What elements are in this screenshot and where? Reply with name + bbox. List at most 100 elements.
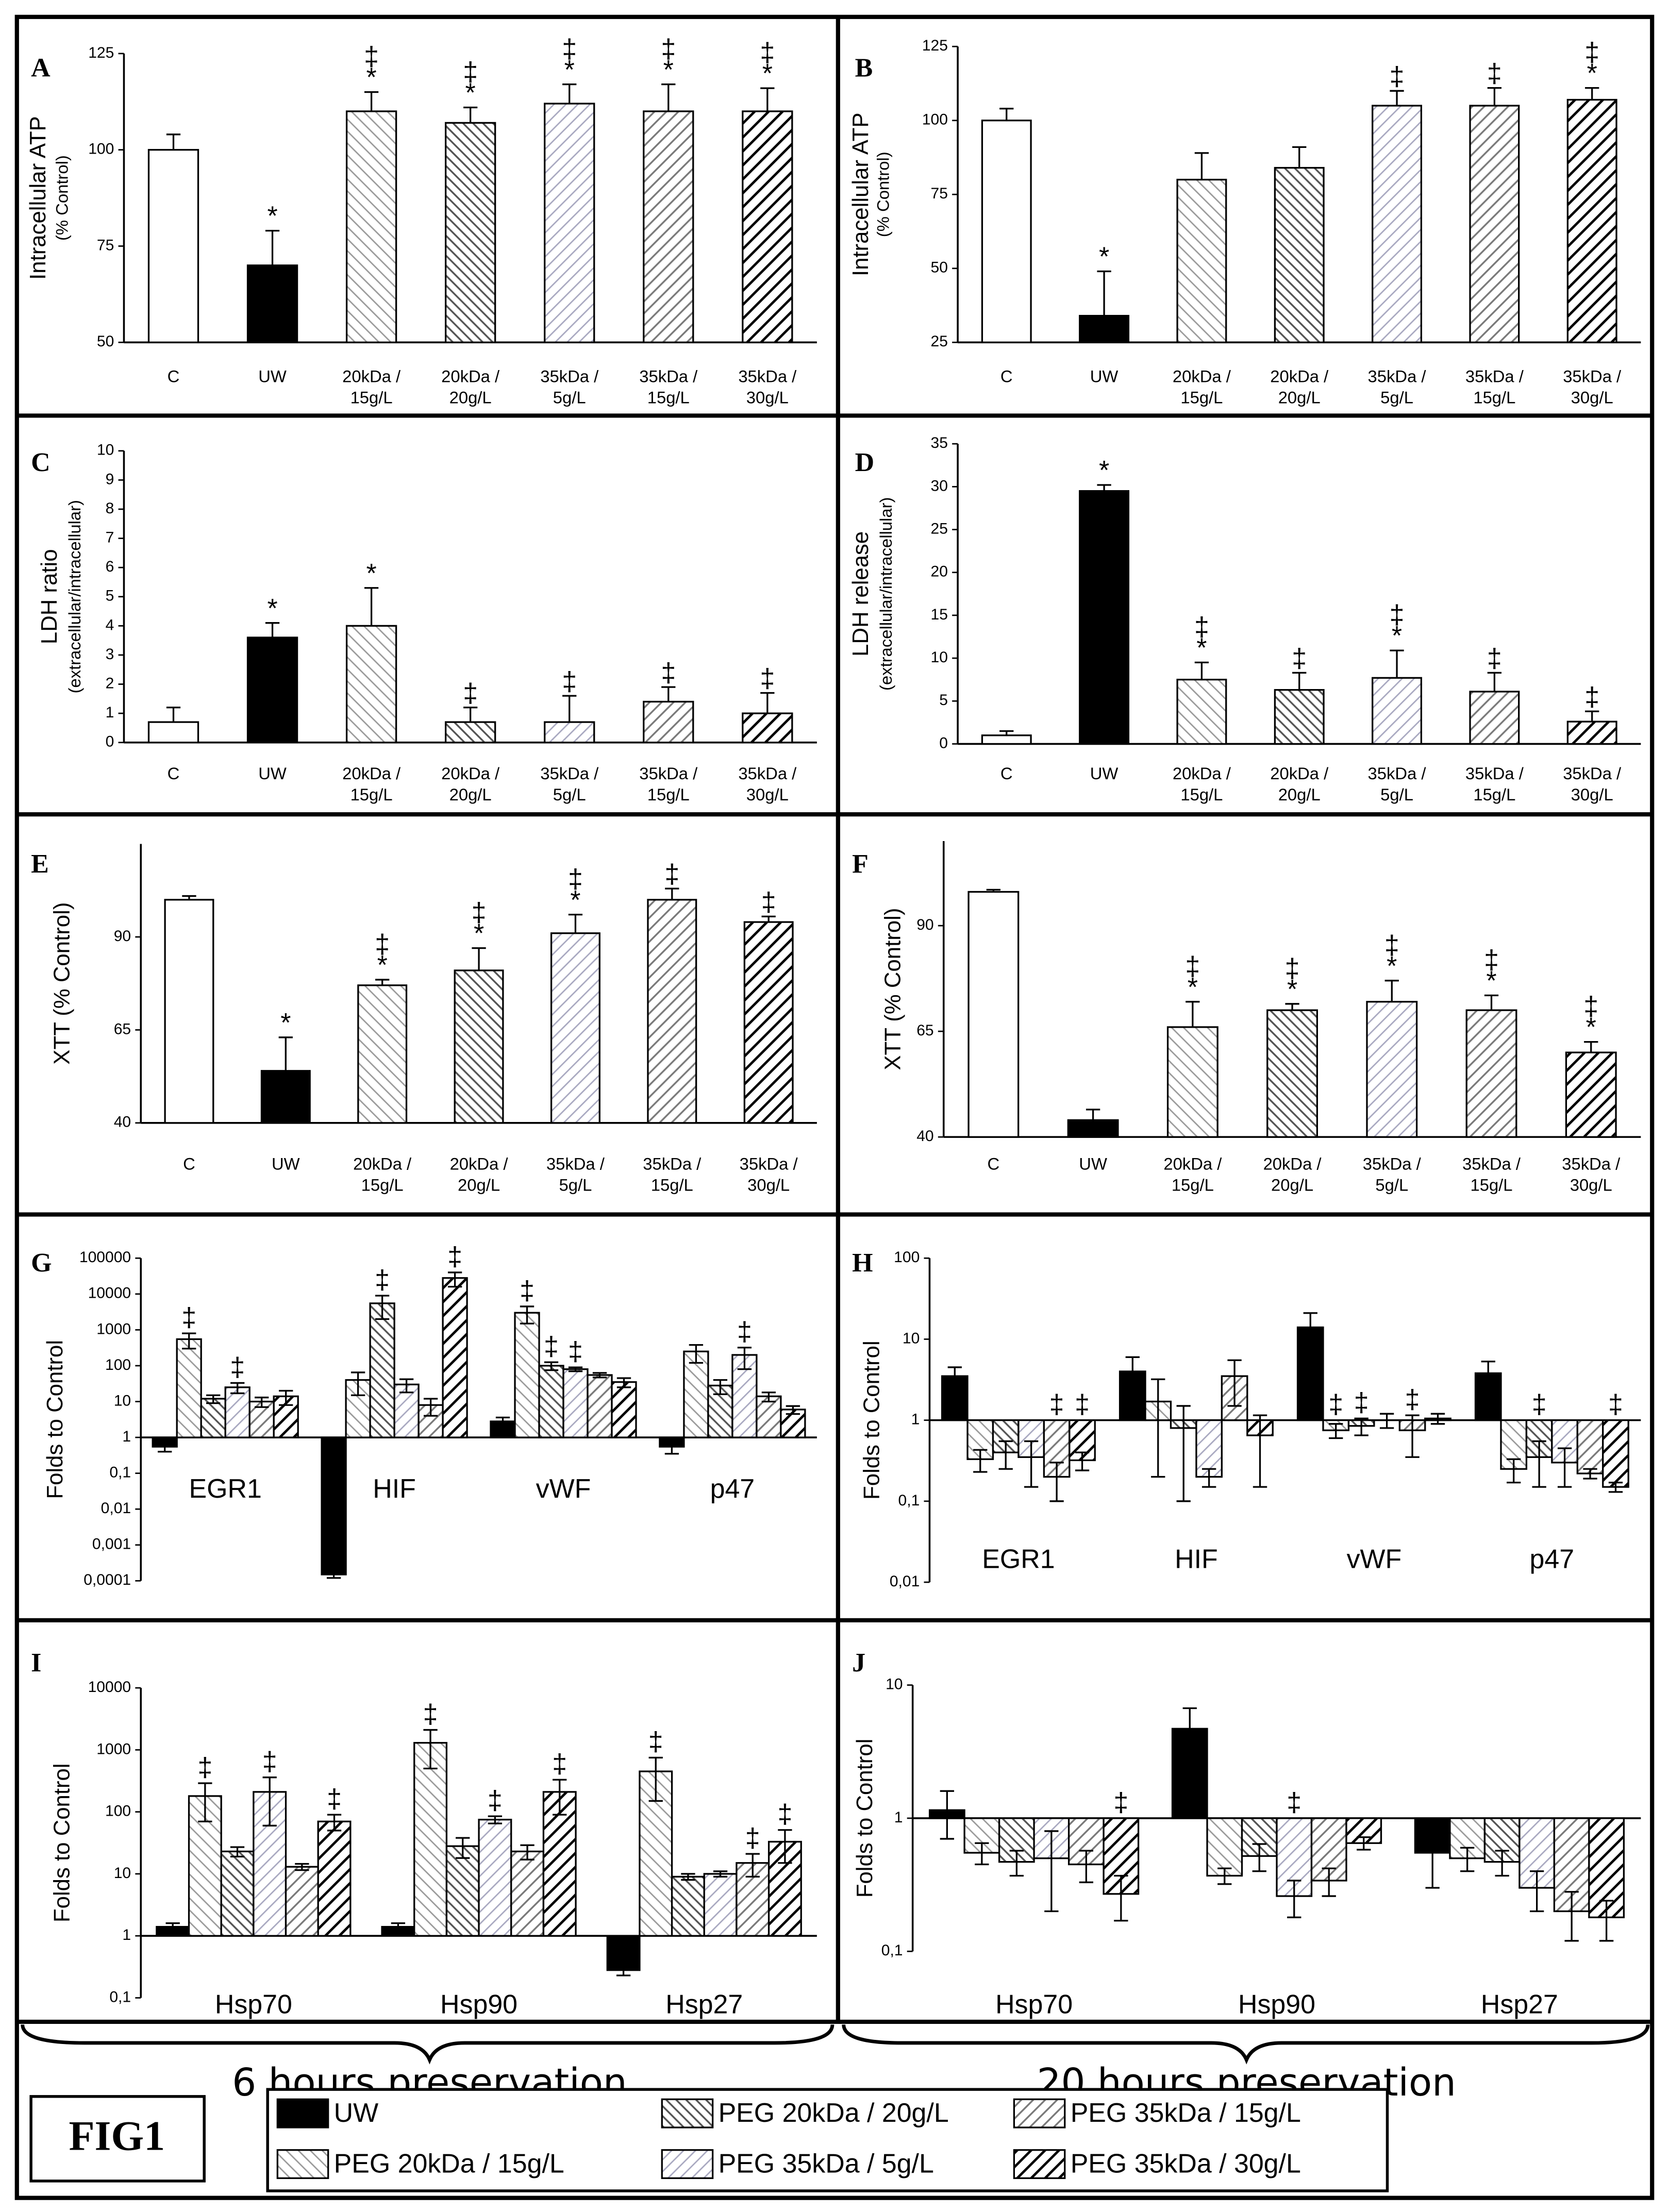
x-tick-label: 15g/L xyxy=(1172,1175,1214,1194)
significance-mark: * xyxy=(1196,633,1207,663)
x-tick-label: 35kDa / xyxy=(1368,366,1427,386)
x-tick-label: 20g/L xyxy=(449,388,492,407)
significance-mark: * xyxy=(1486,966,1496,996)
legend-swatch xyxy=(1013,2098,1066,2129)
x-tick-label: p47 xyxy=(1530,1545,1575,1574)
y-axis-label: Intracellular ATP xyxy=(25,116,51,280)
panel-letter: G xyxy=(31,1248,52,1278)
bar xyxy=(147,721,199,744)
significance-mark: ‡ xyxy=(463,57,478,87)
x-tick-label: 30g/L xyxy=(1570,1175,1612,1194)
significance-mark: ‡ xyxy=(1287,1787,1301,1817)
bar xyxy=(345,110,397,343)
y-tick-label: 0,1 xyxy=(109,1464,131,1481)
significance-mark: ‡ xyxy=(544,1332,559,1362)
y-tick-label: 90 xyxy=(114,928,131,945)
bar xyxy=(147,149,199,343)
x-tick-label: 30g/L xyxy=(746,785,789,804)
x-tick-label: 35kDa / xyxy=(1563,366,1622,386)
chart-panel: B Intracellular ATP (% Control) 25 50 75 100 12… xyxy=(848,37,1641,407)
x-tick-label: Hsp90 xyxy=(1238,1990,1315,2020)
bar xyxy=(967,891,1020,1138)
bar xyxy=(981,734,1032,745)
y-tick-label: 4 xyxy=(106,616,114,633)
y-tick-label: 75 xyxy=(97,237,114,254)
y-axis-label: Folds to Control xyxy=(49,1763,75,1922)
bar xyxy=(611,1381,637,1438)
bar xyxy=(220,1850,255,1937)
y-tick-label: 10000 xyxy=(88,1285,131,1302)
significance-mark: ‡ xyxy=(777,1799,792,1829)
significance-mark: ‡ xyxy=(552,1749,567,1779)
x-tick-label: 20g/L xyxy=(1278,785,1321,804)
y-tick-label: 10 xyxy=(886,1676,903,1693)
significance-mark: ‡ xyxy=(1405,1384,1420,1414)
bar xyxy=(176,1338,202,1438)
significance-mark: * xyxy=(1387,951,1397,981)
y-axis-label: Folds to Control xyxy=(852,1739,877,1898)
y-tick-label: 10000 xyxy=(88,1679,131,1696)
panel-dividers xyxy=(16,16,1653,2024)
x-tick-label: Hsp27 xyxy=(665,1990,743,2020)
y-tick-label: 9 xyxy=(106,471,114,488)
significance-mark: ‡ xyxy=(745,1823,760,1853)
x-tick-label: 30g/L xyxy=(747,1175,790,1194)
significance-mark: ‡ xyxy=(423,1699,438,1729)
x-tick-label: UW xyxy=(258,764,287,783)
significance-mark: * xyxy=(377,950,388,980)
significance-mark: ‡ xyxy=(472,898,487,928)
x-tick-label: HIF xyxy=(1175,1545,1218,1574)
x-tick-label: 30g/L xyxy=(746,388,789,407)
significance-mark: ‡ xyxy=(520,1276,535,1305)
x-tick-label: 35kDa / xyxy=(1462,1154,1521,1173)
significance-mark: ‡ xyxy=(1113,1787,1128,1817)
y-tick-label: 5 xyxy=(106,588,114,605)
significance-mark: ‡ xyxy=(1583,992,1598,1021)
bar xyxy=(246,636,298,744)
x-tick-label: 35kDa / xyxy=(1368,764,1427,783)
panel-letter: B xyxy=(855,54,873,83)
x-tick-label: EGR1 xyxy=(982,1545,1055,1574)
y-tick-label: 50 xyxy=(931,259,948,276)
x-tick-label: 35kDa / xyxy=(540,764,599,783)
x-tick-label: 5g/L xyxy=(1380,388,1413,407)
y-tick-label: 2 xyxy=(106,675,114,692)
significance-mark: ‡ xyxy=(661,658,676,688)
x-tick-label: C xyxy=(168,366,180,386)
legend-swatch xyxy=(1013,2149,1066,2180)
y-tick-label: 1 xyxy=(122,1428,131,1445)
bar xyxy=(550,932,600,1124)
x-tick-label: HIF xyxy=(373,1474,416,1504)
x-tick-label: C xyxy=(988,1154,1000,1173)
x-tick-label: 20g/L xyxy=(458,1175,500,1194)
x-tick-label: 15g/L xyxy=(1470,1175,1512,1194)
x-tick-label: 20kDa / xyxy=(1270,764,1329,783)
y-tick-label: 10 xyxy=(114,1392,131,1409)
x-tick-label: UW xyxy=(1079,1154,1107,1173)
significance-mark: ‡ xyxy=(1608,1389,1623,1419)
bar xyxy=(1372,105,1423,343)
x-tick-label: 5g/L xyxy=(1375,1175,1408,1194)
x-tick-label: 35kDa / xyxy=(740,1154,798,1173)
bar xyxy=(200,1398,226,1438)
x-tick-label: 15g/L xyxy=(1473,388,1515,407)
significance-mark: ‡ xyxy=(664,859,679,889)
significance-mark: ‡ xyxy=(568,864,583,894)
x-tick-label: p47 xyxy=(710,1474,755,1504)
significance-mark: ‡ xyxy=(568,1336,583,1366)
bar xyxy=(444,122,496,343)
bar xyxy=(1566,98,1617,343)
panel-letter: J xyxy=(852,1648,865,1678)
chart-panel: D LDH release (extracellular/intracellular… xyxy=(848,434,1641,804)
legend-label: PEG 35kDa / 30g/L xyxy=(1071,2149,1301,2179)
significance-mark: ‡ xyxy=(1185,951,1200,981)
significance-mark: ‡ xyxy=(1484,945,1499,975)
y-axis-label: LDH release xyxy=(848,531,873,657)
y-tick-label: 65 xyxy=(916,1022,933,1039)
bar xyxy=(544,721,595,744)
y-tick-label: 100 xyxy=(922,111,948,128)
legend-label: PEG 35kDa / 5g/L xyxy=(719,2149,934,2179)
y-axis-label: Folds to Control xyxy=(42,1340,68,1499)
bar xyxy=(1465,1009,1517,1138)
bar xyxy=(703,1873,738,1937)
